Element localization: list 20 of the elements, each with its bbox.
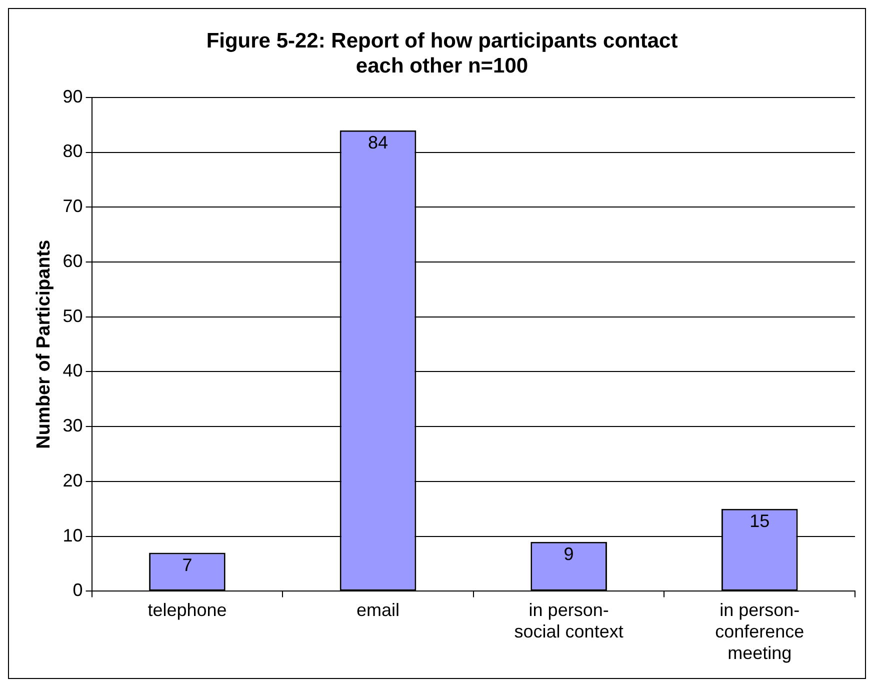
data-label: 84 bbox=[368, 132, 388, 152]
y-tick-label: 70 bbox=[62, 196, 83, 216]
x-tick-label: in person- conference meeting bbox=[715, 600, 804, 664]
y-tick-label: 30 bbox=[62, 416, 83, 436]
x-tick-label: telephone bbox=[148, 600, 227, 620]
y-tick-label: 20 bbox=[62, 470, 83, 490]
y-tick-label: 10 bbox=[62, 525, 83, 546]
data-label: 15 bbox=[750, 510, 770, 531]
y-axis-title: Number of Participants bbox=[34, 240, 55, 449]
chart-title: Figure 5-22: Report of how participants contact each other n=100 bbox=[206, 29, 678, 78]
y-tick-label: 60 bbox=[62, 250, 83, 271]
x-tick-label: email bbox=[356, 600, 400, 620]
y-tick-label: 50 bbox=[62, 306, 83, 326]
data-label: 9 bbox=[564, 544, 574, 564]
y-tick-label: 90 bbox=[62, 86, 83, 106]
y-tick-label: 0 bbox=[72, 580, 83, 600]
y-tick-label: 80 bbox=[62, 141, 83, 162]
y-tick-label: 40 bbox=[62, 360, 83, 381]
x-tick-label: in person- social context bbox=[514, 600, 624, 642]
data-label: 7 bbox=[182, 554, 192, 575]
